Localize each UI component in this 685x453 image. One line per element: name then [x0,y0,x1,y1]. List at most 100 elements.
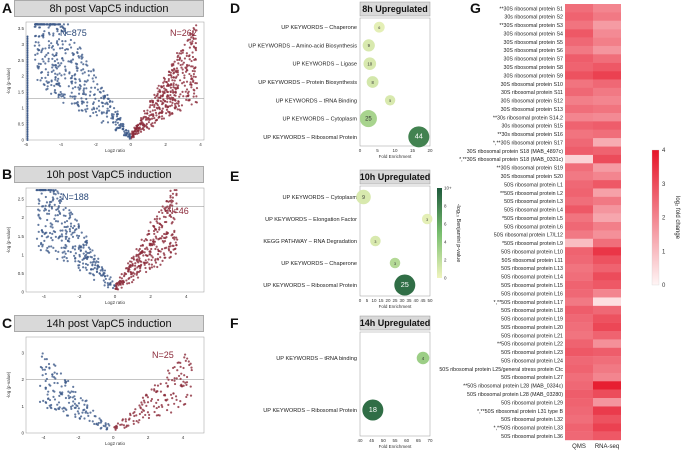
data-point [65,232,68,235]
data-point [98,417,101,420]
row-label: *,**30S ribosomal protein S17 [493,140,563,146]
data-point [84,108,87,111]
data-point [195,86,199,90]
data-point [34,58,37,61]
data-point [170,64,174,67]
data-point [48,188,51,192]
data-point [72,385,75,388]
data-point [37,188,40,192]
data-point [185,381,189,384]
data-point [106,282,109,285]
data-point [45,53,48,56]
data-point [88,94,92,97]
data-point [158,106,161,109]
data-point [106,107,109,110]
heatmap-cell [565,389,593,399]
data-point [51,199,54,202]
data-point [80,100,83,103]
data-point [85,60,88,63]
data-point [180,66,183,69]
data-point [156,265,159,269]
data-point [92,74,96,77]
data-point [183,57,187,60]
data-point [44,47,47,50]
data-point [38,216,41,219]
data-point [26,74,29,77]
data-point [189,385,192,388]
data-point [158,228,161,231]
data-point [26,110,29,113]
data-point [167,245,171,248]
data-point [162,84,165,87]
data-point [103,269,107,272]
data-point [82,91,85,94]
data-point [167,403,170,406]
data-point [73,229,77,232]
heatmap-cell [565,222,593,231]
data-point [169,241,172,244]
data-point [69,225,73,228]
data-point [166,398,169,401]
data-point [194,75,197,79]
data-point [54,220,58,223]
data-point [153,93,156,96]
data-point [67,394,70,397]
data-point [42,188,45,192]
data-point [58,23,61,26]
heatmap-cell [593,138,621,147]
data-point [148,413,151,416]
data-point [64,214,67,218]
data-point [153,410,156,414]
data-point [73,77,76,80]
heatmap-cell [593,163,621,172]
data-point [150,266,154,269]
data-point [162,236,166,239]
data-point [92,80,95,83]
data-point [78,244,81,247]
data-point [150,399,153,402]
data-point [74,85,77,89]
data-point [132,258,136,261]
x-tick-label: 35 [406,298,412,303]
data-point [69,214,72,217]
data-point [42,60,45,63]
data-point [91,77,94,80]
data-point [183,74,186,77]
data-point [102,279,105,282]
data-point [167,249,171,252]
data-point [166,376,169,379]
data-point [163,80,166,83]
heatmap-cell [565,146,593,156]
data-point [54,188,57,192]
colorbar-tick: 1 [662,249,666,255]
data-point [85,268,88,271]
data-point [76,101,79,104]
data-point [147,127,151,130]
row-label: **50S ribosomal protein L28 (MAB_0334c) [463,384,563,390]
data-point [67,379,70,383]
data-point [56,220,60,223]
data-point [193,70,196,73]
data-point [101,269,104,272]
row-label: 30S ribosomal protein S9 [504,73,564,79]
data-point [96,266,99,270]
data-point [68,237,71,240]
heatmap-cell [593,389,621,399]
data-point [67,390,70,393]
bubble [363,57,377,71]
heatmap-cell [565,196,593,206]
data-point [185,80,189,83]
data-point [55,41,59,45]
data-point [170,379,174,382]
data-point [126,266,129,270]
data-point [158,90,162,93]
data-point [153,117,156,120]
data-point [142,399,146,402]
data-point [173,377,176,380]
data-point [153,384,157,387]
data-point [38,48,41,52]
data-point [129,135,132,138]
data-point [182,384,185,387]
data-point [141,396,145,399]
data-point [73,102,76,105]
